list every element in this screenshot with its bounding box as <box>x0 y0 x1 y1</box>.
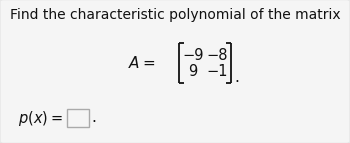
Text: −8: −8 <box>206 47 228 62</box>
Text: .: . <box>91 111 96 126</box>
Text: $p(x)=$: $p(x)=$ <box>18 109 63 128</box>
Text: 9: 9 <box>188 63 198 79</box>
Text: −9: −9 <box>182 47 204 62</box>
Text: Find the characteristic polynomial of the matrix: Find the characteristic polynomial of th… <box>10 8 340 22</box>
Text: $A=$: $A=$ <box>128 55 155 71</box>
Text: −1: −1 <box>206 63 228 79</box>
Bar <box>67 109 89 127</box>
Text: .: . <box>234 69 239 85</box>
